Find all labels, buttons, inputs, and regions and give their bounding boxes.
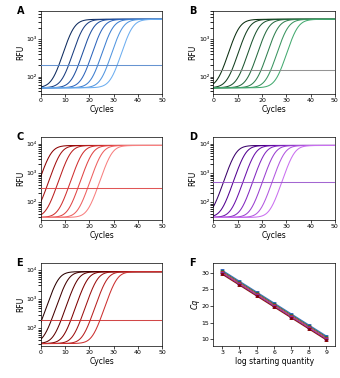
Y-axis label: RFU: RFU: [189, 45, 198, 60]
X-axis label: Cycles: Cycles: [89, 105, 114, 114]
Text: E: E: [17, 258, 23, 268]
X-axis label: Cycles: Cycles: [89, 357, 114, 366]
Y-axis label: Cq: Cq: [191, 299, 200, 310]
Y-axis label: RFU: RFU: [16, 297, 25, 312]
Text: F: F: [189, 258, 196, 268]
X-axis label: Cycles: Cycles: [262, 105, 287, 114]
Y-axis label: RFU: RFU: [189, 170, 198, 186]
X-axis label: Cycles: Cycles: [262, 231, 287, 240]
Text: A: A: [17, 6, 24, 15]
Text: C: C: [17, 132, 24, 142]
Y-axis label: RFU: RFU: [16, 45, 25, 60]
X-axis label: log starting quantity: log starting quantity: [235, 357, 314, 366]
Y-axis label: RFU: RFU: [16, 170, 25, 186]
Text: B: B: [189, 6, 197, 15]
X-axis label: Cycles: Cycles: [89, 231, 114, 240]
Text: D: D: [189, 132, 197, 142]
